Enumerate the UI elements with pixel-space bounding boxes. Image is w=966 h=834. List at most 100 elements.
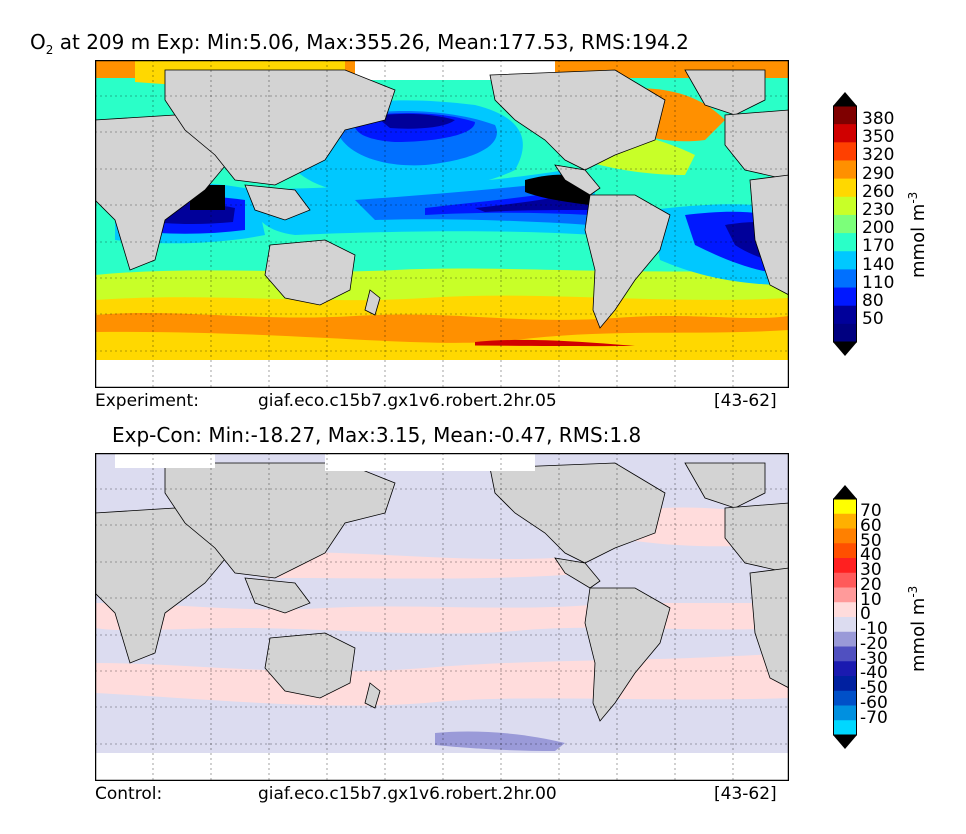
top-map-title: O2 at 209 m Exp: Min:5.06, Max:355.26, M…: [30, 30, 689, 57]
bottom-colorbar-segment: [833, 543, 857, 559]
top-colorbar-segment: [833, 160, 857, 180]
title-subscript: 2: [45, 43, 54, 57]
bottom-colorbar-tick: 0: [860, 604, 871, 625]
bottom-colorbar-tick: 60: [860, 515, 882, 536]
top-colorbar-segment: [833, 233, 857, 252]
bottom-colorbar-segment: [833, 646, 857, 662]
north-pacific-50: [375, 113, 455, 129]
bottom-colorbar-segment: [833, 572, 857, 588]
bottom-colorbar-tick: 30: [860, 560, 882, 580]
bottom-colorbar-segment: [833, 631, 857, 647]
bottom-colorbar-tick: 40: [860, 545, 882, 566]
top-colorbar-tick: 110: [862, 272, 895, 293]
south-strip: [95, 360, 789, 388]
bottom-colorbar-tick: -10: [860, 619, 888, 639]
bottom-colorbar-tick: -40: [860, 663, 888, 684]
top-colorbar-tick: 260: [862, 181, 895, 202]
top-footer-experiment: giaf.eco.c15b7.gx1v6.robert.2hr.05: [258, 391, 557, 411]
top-colorbar-tick: 320: [862, 145, 895, 166]
bottom-colorbar-segment: [833, 617, 857, 633]
bottom-colorbar-tick: 50: [860, 530, 882, 551]
top-colorbar-segments: [833, 106, 857, 343]
land-africa-east: [749, 174, 789, 296]
bottom-colorbar-segment: [833, 558, 857, 574]
bottom-colorbar-tick: -60: [860, 692, 888, 713]
top-colorbar-segment: [833, 251, 857, 270]
top-colorbar-tick: 170: [862, 236, 895, 257]
top-colorbar-segment: [833, 214, 857, 234]
top-colorbar-segment: [833, 124, 857, 143]
bottom-footer-left: Control:: [95, 784, 163, 804]
top-colorbar-tick: 350: [862, 127, 895, 148]
bottom-colorbar-label: mmol m-3: [906, 586, 929, 672]
top-colorbar-label: mmol m-3: [906, 192, 929, 278]
bottom-colorbar-tick: 70: [860, 501, 882, 521]
top-colorbar-segment: [833, 106, 857, 125]
land-masses: [95, 462, 789, 722]
bottom-colorbar: [833, 485, 857, 749]
top-colorbar-segment: [833, 269, 857, 289]
land-masses: [95, 69, 789, 329]
bottom-colorbar-segment: [833, 602, 857, 618]
land-asia-se: [244, 184, 311, 221]
bottom-map-title: Exp-Con: Min:-18.27, Max:3.15, Mean:-0.4…: [112, 423, 642, 447]
top-colorbar-tick: 200: [862, 218, 895, 239]
bottom-colorbar-segment: [833, 513, 857, 529]
bottom-colorbar-segment: [833, 587, 857, 603]
land-eurasia: [164, 462, 396, 579]
land-europe-west: [724, 109, 789, 181]
bottom-colorbar-segment: [833, 661, 857, 677]
bottom-colorbar-unit-exp: -3: [906, 585, 920, 598]
southern-band-yellow-low: [95, 339, 789, 360]
bottom-colorbar-tick: 20: [860, 574, 882, 595]
southern-band-orange: [95, 312, 789, 343]
top-colorbar-segment: [833, 196, 857, 216]
arctic-white: [115, 453, 535, 471]
bottom-colorbar-segments: [833, 499, 857, 736]
top-colorbar-unit-exp: -3: [906, 191, 920, 204]
bottom-colorbar-segment: [833, 499, 857, 515]
bottom-colorbar-segment: [833, 676, 857, 692]
positive-band-3: [245, 551, 595, 579]
top-colorbar-tick: 290: [862, 163, 895, 184]
land-greenland: [684, 462, 766, 509]
land-europe-west: [724, 502, 789, 574]
bottom-footer-control: giaf.eco.c15b7.gx1v6.robert.2hr.00: [258, 784, 557, 804]
top-map: [95, 60, 789, 388]
bottom-colorbar-tick: -30: [860, 648, 888, 669]
bottom-map: [95, 453, 789, 781]
top-colorbar-tick: 140: [862, 254, 895, 275]
bottom-colorbar-tick: 10: [860, 589, 882, 610]
top-colorbar: [833, 92, 857, 356]
bottom-colorbar-max-arrow: [833, 485, 857, 499]
bottom-colorbar-min-arrow: [833, 735, 857, 749]
land-africa-east: [749, 567, 789, 689]
top-colorbar-unit: mmol m: [908, 203, 929, 278]
bottom-colorbar-tick: -50: [860, 678, 888, 698]
bottom-colorbar-tick: -20: [860, 633, 888, 654]
bottom-colorbar-segment: [833, 690, 857, 706]
top-colorbar-tick: 80: [862, 291, 884, 311]
land-asia-se: [244, 577, 311, 614]
bottom-colorbar-tick: -70: [860, 707, 888, 728]
map-grid: [95, 60, 789, 388]
land-new-zealand: [364, 289, 381, 316]
bottom-colorbar-unit: mmol m: [908, 597, 929, 672]
bottom-colorbar-segment: [833, 528, 857, 544]
map-frame: [95, 60, 789, 388]
top-colorbar-segment: [833, 142, 857, 161]
bottom-footer-range: [43-62]: [714, 784, 777, 804]
land-eurasia: [164, 69, 396, 186]
top-colorbar-tick: 380: [862, 109, 895, 129]
land-south-america: [584, 194, 671, 329]
top-footer-left: Experiment:: [95, 391, 199, 411]
top-colorbar-segment: [833, 178, 857, 198]
bottom-colorbar-segment: [833, 720, 857, 736]
land-south-america: [584, 587, 671, 722]
top-colorbar-segment: [833, 323, 857, 343]
negative-southern: [435, 731, 565, 751]
land-australia: [264, 239, 356, 306]
south-strip: [95, 753, 789, 781]
top-colorbar-segment: [833, 305, 857, 325]
bottom-colorbar-segment: [833, 705, 857, 721]
